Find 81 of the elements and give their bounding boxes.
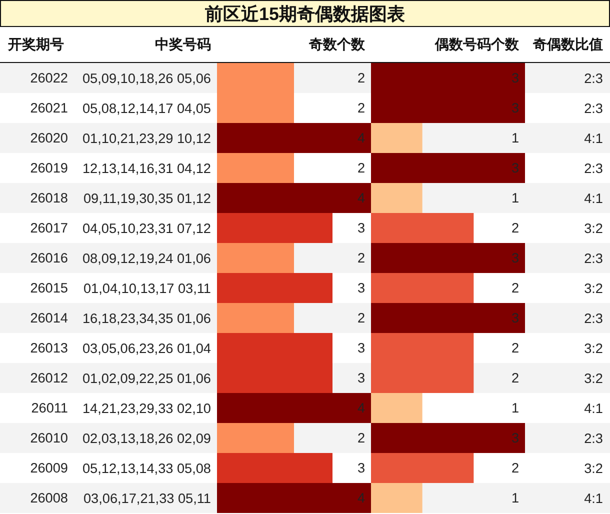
data-label: 2 (511, 340, 519, 356)
text: 12,13,14,16,31 04,12 (82, 160, 211, 176)
data-label: 4 (357, 130, 366, 146)
data-label: 2 (357, 100, 365, 116)
text: 16,18,23,34,35 01,06 (82, 310, 211, 326)
text: 01,04,10,13,17 03,11 (84, 280, 211, 296)
data-label: 3 (511, 430, 519, 446)
chart-title: 前区近15期奇偶数据图表 (204, 2, 406, 26)
y-tick-label: 26022 (30, 70, 68, 86)
y-tick-label: 26009 (30, 460, 68, 476)
text: 3:2 (584, 340, 603, 356)
y-tick-label: 26014 (30, 310, 68, 326)
text: 4:1 (584, 190, 603, 206)
text: 02,03,13,18,26 02,09 (82, 430, 211, 446)
data-label: 1 (511, 490, 519, 506)
data-label: 3 (511, 70, 519, 86)
y-tick-label: 26008 (30, 490, 68, 506)
y-tick-label: 26019 (30, 160, 68, 176)
data-label: 1 (511, 130, 519, 146)
text: 2:3 (584, 160, 603, 176)
data-label: 3 (511, 310, 519, 326)
data-label: 1 (511, 400, 519, 416)
text: 4:1 (584, 490, 603, 506)
data-label: 3 (511, 160, 519, 176)
data-label: 2 (511, 370, 519, 386)
data-label: 3 (357, 370, 365, 386)
y-tick-label: 26015 (30, 280, 68, 296)
data-label: 3 (357, 340, 365, 356)
y-tick-label: 26018 (30, 190, 68, 206)
data-label: 3 (511, 100, 519, 116)
data-label: 3 (357, 280, 365, 296)
text: 4:1 (584, 400, 603, 416)
text: 05,12,13,14,33 05,08 (82, 460, 211, 476)
y-tick-label: 26021 (30, 100, 68, 116)
text: 05,08,12,14,17 04,05 (82, 100, 211, 116)
text: 3:2 (584, 460, 603, 476)
data-label: 2 (357, 430, 365, 446)
x-axis-title: 偶数号码个数 (435, 36, 519, 54)
text: 中奖号码 (155, 36, 211, 54)
data-label: 4 (357, 490, 366, 506)
data-label: 2 (511, 460, 519, 476)
text: 14,21,23,29,33 02,10 (82, 400, 211, 416)
text: 3:2 (584, 220, 603, 236)
text: 08,09,12,19,24 01,06 (82, 250, 211, 266)
data-label: 3 (357, 460, 365, 476)
text: 01,10,21,23,29 10,12 (82, 130, 211, 146)
data-label: 2 (357, 70, 365, 86)
text: 03,05,06,23,26 01,04 (82, 340, 211, 356)
data-label: 4 (357, 400, 366, 416)
data-label: 2 (511, 220, 519, 236)
y-tick-label: 26010 (30, 430, 68, 446)
text: 09,11,19,30,35 01,12 (84, 190, 211, 206)
text: 2:3 (584, 250, 603, 266)
y-axis-title: 开奖期号 (8, 36, 64, 54)
text: 2:3 (584, 70, 603, 86)
y-tick-label: 26020 (30, 130, 68, 146)
data-label: 3 (511, 250, 519, 266)
text: 3:2 (584, 280, 603, 296)
text: 奇偶数比值 (533, 36, 603, 54)
y-tick-label: 26011 (31, 400, 68, 416)
y-tick-label: 26017 (30, 220, 68, 236)
data-label: 2 (511, 280, 519, 296)
data-label: 2 (357, 250, 365, 266)
data-label: 3 (357, 220, 365, 236)
data-label: 2 (357, 310, 365, 326)
y-tick-label: 26016 (30, 250, 68, 266)
data-label: 2 (357, 160, 365, 176)
text: 04,05,10,23,31 07,12 (82, 220, 211, 236)
text: 2:3 (584, 430, 603, 446)
text: 01,02,09,22,25 01,06 (82, 370, 211, 386)
text: 3:2 (584, 370, 603, 386)
text: 03,06,17,21,33 05,11 (84, 490, 211, 506)
data-label: 4 (357, 190, 366, 206)
y-tick-label: 26013 (30, 340, 68, 356)
x-axis-title: 奇数个数 (309, 36, 365, 54)
text: 4:1 (584, 130, 603, 146)
y-tick-label: 26012 (30, 370, 68, 386)
text: 2:3 (584, 100, 603, 116)
data-label: 1 (511, 190, 519, 206)
text: 2:3 (584, 310, 603, 326)
text: 05,09,10,18,26 05,06 (82, 70, 211, 86)
